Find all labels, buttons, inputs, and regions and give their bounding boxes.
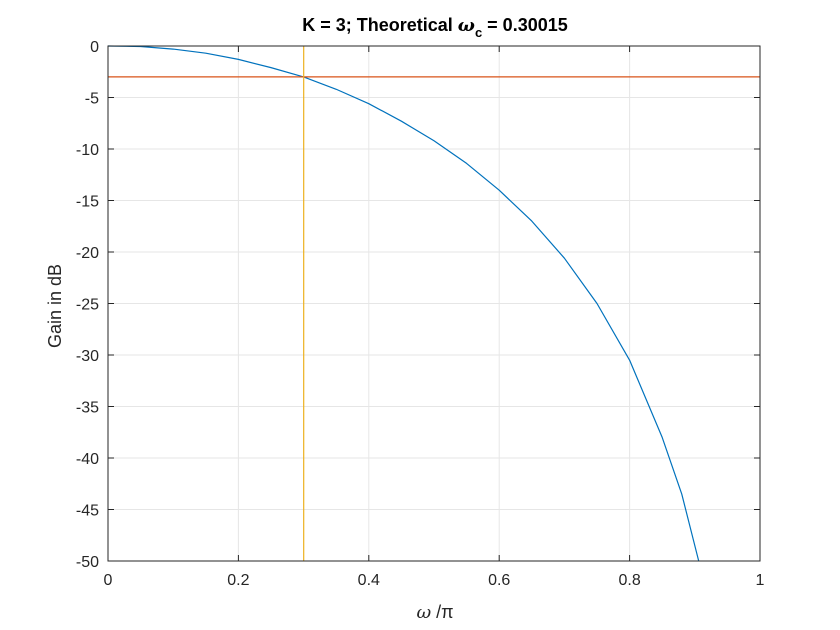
x-tick-label: 0.2 — [227, 572, 249, 589]
gain-curve — [107, 45, 700, 562]
y-tick-label: -25 — [76, 297, 99, 314]
x-tick-label: 0.6 — [488, 572, 510, 589]
ticks — [107, 45, 761, 562]
y-tick-label: -50 — [76, 554, 99, 571]
y-tick-label: -20 — [76, 245, 99, 262]
x-tick-label: 1 — [756, 572, 765, 589]
chart-title: K = 3; Theoretical ωc = 0.30015 — [302, 15, 568, 40]
y-tick-label: -40 — [76, 451, 99, 468]
x-tick-label: 0.4 — [358, 572, 380, 589]
y-tick-labels: 0 -5 -10 -15 -20 -25 -30 -35 -40 -45 -50 — [76, 39, 99, 571]
y-tick-label: -5 — [85, 91, 99, 108]
y-tick-label: 0 — [90, 39, 99, 56]
y-tick-label: -30 — [76, 348, 99, 365]
y-axis-label: Gain in dB — [45, 264, 65, 348]
x-tick-label: 0 — [104, 572, 113, 589]
plot-area — [107, 45, 760, 562]
x-axis-label: ω /π — [416, 602, 453, 623]
y-tick-label: -35 — [76, 400, 99, 417]
y-tick-label: -10 — [76, 142, 99, 159]
y-tick-label: -15 — [76, 194, 99, 211]
x-tick-labels: 0 0.2 0.4 0.6 0.8 1 — [104, 572, 765, 589]
y-tick-label: -45 — [76, 503, 99, 520]
x-tick-label: 0.8 — [618, 572, 640, 589]
